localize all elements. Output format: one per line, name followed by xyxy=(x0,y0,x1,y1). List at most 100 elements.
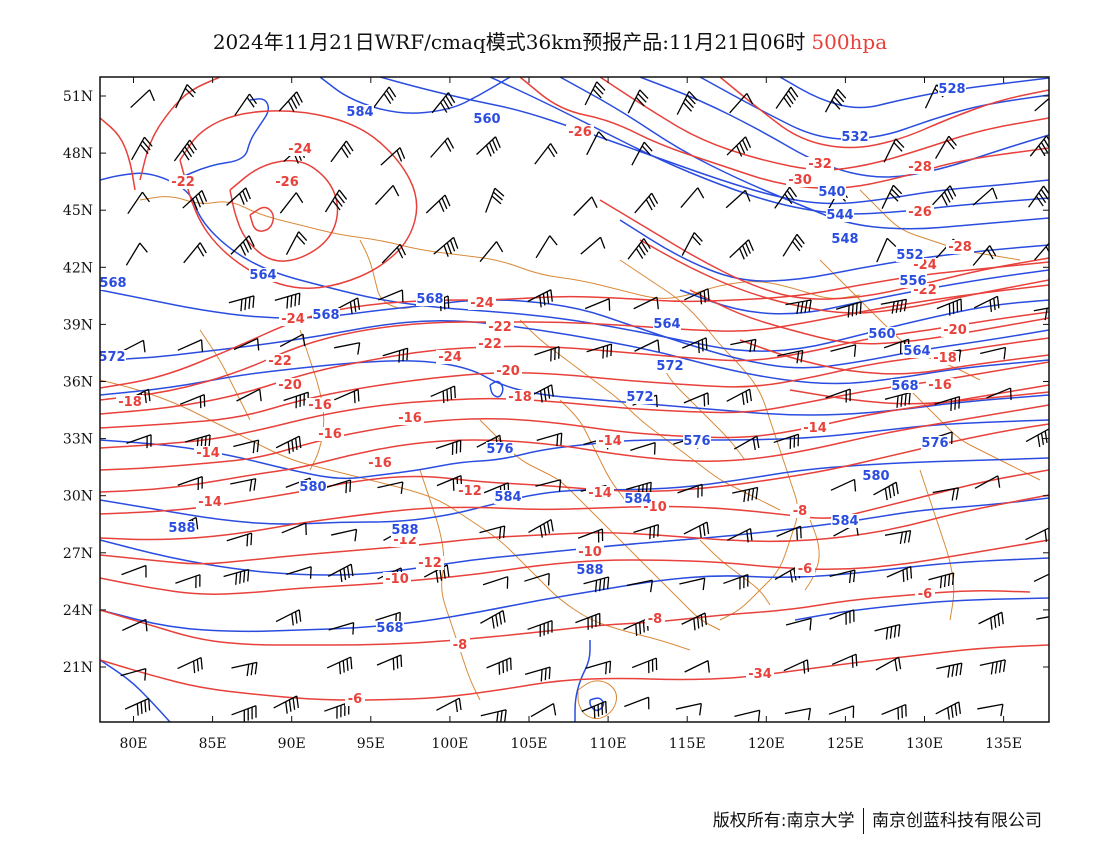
axis-ticks xyxy=(100,77,1049,722)
wind-barb xyxy=(883,138,905,163)
temperature-isotherm xyxy=(179,110,418,289)
wind-barb xyxy=(777,349,804,364)
y-tick-label: 30N xyxy=(63,489,93,505)
temperature-isotherm xyxy=(100,423,1049,515)
wind-barb xyxy=(283,391,309,409)
boundary-line xyxy=(899,379,1041,481)
height-label-bg xyxy=(249,268,277,282)
wind-barb xyxy=(527,620,553,637)
wind-barb xyxy=(830,478,857,492)
wind-barb xyxy=(573,196,598,216)
wind-barb xyxy=(177,656,203,674)
wind-barb xyxy=(279,192,304,214)
wind-barb xyxy=(824,88,847,113)
wind-barb xyxy=(286,566,312,579)
temperature-label-bg xyxy=(366,456,394,470)
wind-barb xyxy=(524,572,550,586)
wind-barb xyxy=(627,238,651,260)
y-tick-label: 48N xyxy=(63,146,93,162)
boundary-line xyxy=(919,469,955,621)
wind-barb xyxy=(681,232,703,256)
wind-barb xyxy=(630,441,656,455)
wind-barb xyxy=(275,609,302,626)
wind-barb xyxy=(430,137,455,158)
temperature-isotherm xyxy=(100,337,1049,429)
wind-barb xyxy=(986,387,1012,401)
copyright-right: 南京创蓝科技有限公司 xyxy=(872,811,1042,831)
wind-barb xyxy=(183,242,207,264)
wind-barb xyxy=(733,435,760,451)
wind-barb xyxy=(328,621,355,635)
temperature-label-bg xyxy=(306,398,334,412)
wind-barb xyxy=(774,186,798,209)
wind-barb xyxy=(682,337,708,354)
temperature-label: -24 xyxy=(288,142,312,157)
wind-barb xyxy=(730,338,757,353)
temperature-label-bg xyxy=(790,504,810,518)
wind-barb xyxy=(226,532,253,547)
height-label: 580 xyxy=(862,469,889,484)
height-label: 576 xyxy=(486,442,513,457)
height-label-bg xyxy=(903,344,931,358)
height-isoline xyxy=(639,77,1049,178)
wind-barb xyxy=(1028,185,1049,208)
temperature-label: -26 xyxy=(275,175,299,190)
wind-barb xyxy=(326,656,353,675)
temperature-label: -14 xyxy=(196,446,220,461)
height-label: 564 xyxy=(249,268,276,283)
wind-barb xyxy=(530,703,557,718)
temperature-label: -22 xyxy=(171,175,195,190)
height-label-bg xyxy=(494,490,522,504)
temperature-label-bg xyxy=(316,427,344,441)
temperature-label-bg xyxy=(926,378,954,392)
height-label-bg xyxy=(486,442,514,456)
wind-barb xyxy=(230,235,255,256)
copyright-left: 版权所有:南京大学 xyxy=(712,811,855,831)
height-label-bg xyxy=(921,436,949,450)
height-isoline xyxy=(100,557,1049,633)
temperature-label-bg xyxy=(586,486,614,500)
temperature-label-bg xyxy=(566,125,594,139)
height-isoline xyxy=(100,360,1049,416)
wind-barb xyxy=(375,184,400,205)
wind-barb xyxy=(431,92,456,114)
x-tick-label: 120E xyxy=(748,736,785,752)
x-tick-label: 90E xyxy=(278,736,306,752)
wind-barb xyxy=(436,697,462,713)
wind-barb xyxy=(725,189,751,209)
x-tick-label: 110E xyxy=(590,736,627,752)
wind-barb xyxy=(972,187,998,206)
height-isoline xyxy=(100,289,1049,369)
wind-barb xyxy=(835,301,862,318)
wind-barb xyxy=(785,617,812,631)
wind-barb xyxy=(973,295,1000,313)
wind-barb xyxy=(228,295,255,312)
wind-barb xyxy=(122,618,148,632)
temperature-label: -14 xyxy=(588,486,612,501)
wind-barb xyxy=(785,299,812,315)
wind-barb xyxy=(978,611,1004,630)
height-label: 568 xyxy=(416,292,443,307)
wind-barb xyxy=(873,481,899,501)
height-label: 572 xyxy=(656,359,683,374)
wind-barb xyxy=(324,189,348,213)
wind-barb xyxy=(874,624,901,640)
temperature-label-bg xyxy=(906,205,934,219)
temperature-label-bg xyxy=(286,142,314,156)
wind-barb xyxy=(480,610,506,629)
y-tick-label: 24N xyxy=(63,603,93,619)
temperature-label: -34 xyxy=(748,667,772,682)
wind-barb xyxy=(977,703,1004,717)
temperature-label-bg xyxy=(416,556,444,570)
wind-barb xyxy=(382,347,409,363)
wind-barb xyxy=(679,577,706,591)
height-label-bg xyxy=(656,359,684,373)
x-tick-label: 95E xyxy=(357,736,385,752)
wind-barb xyxy=(275,435,302,454)
temperature-label: -8 xyxy=(793,504,807,519)
height-label: 568 xyxy=(376,621,403,636)
y-tick-label: 42N xyxy=(63,260,93,276)
wind-barb xyxy=(534,346,560,362)
height-label: 584 xyxy=(346,105,373,120)
wind-barb xyxy=(231,661,258,677)
